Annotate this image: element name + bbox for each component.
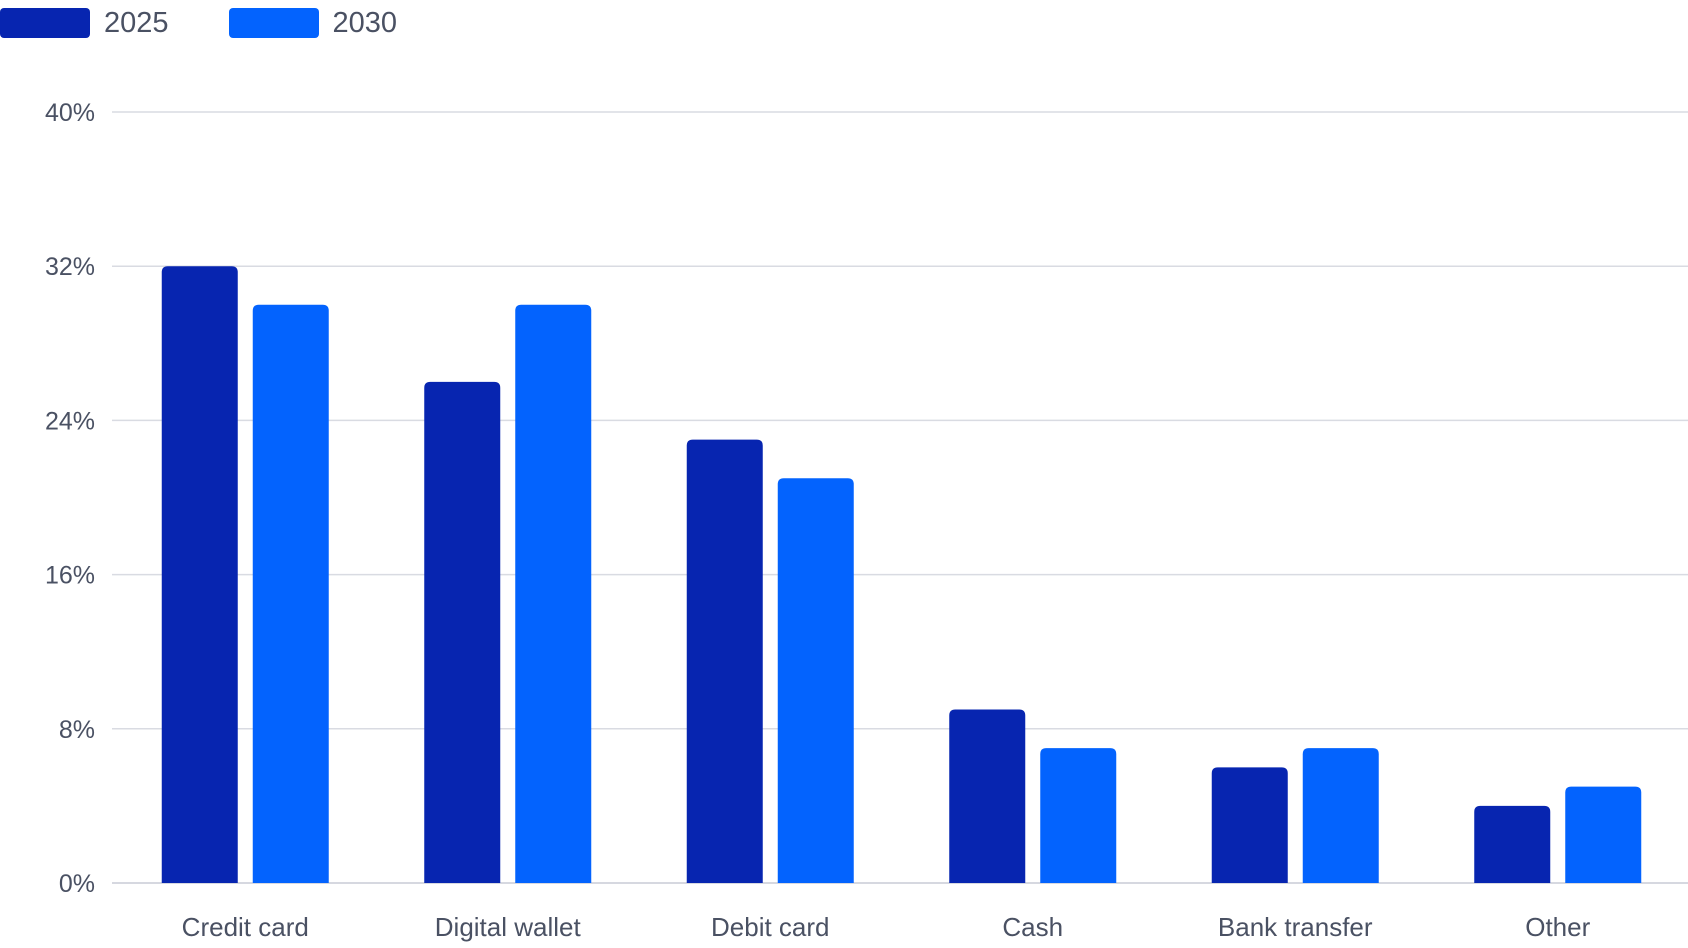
y-tick-label: 32% — [45, 253, 95, 281]
legend-item-2025: 2025 — [0, 7, 169, 40]
x-category-label: Digital wallet — [435, 912, 582, 942]
x-category-label: Other — [1525, 912, 1590, 942]
legend-label-2025: 2025 — [104, 6, 169, 39]
bar-cash-2030 — [1040, 748, 1117, 883]
bar-credit-card-2025 — [161, 266, 238, 883]
bar-bank-transfer-2025 — [1211, 767, 1288, 883]
bars — [161, 266, 1642, 883]
bar-other-2025 — [1474, 805, 1551, 883]
legend-swatch-2030 — [228, 8, 319, 38]
legend-item-2030: 2030 — [228, 6, 398, 40]
x-axis-labels: Credit card Digital wallet Debit card Cash B… — [182, 912, 1591, 942]
legend: 2025 2030 — [0, 7, 457, 39]
y-tick-label: 0% — [59, 870, 95, 898]
bar-debit-card-2030 — [777, 478, 854, 883]
x-category-label: Bank transfer — [1218, 912, 1373, 942]
bar-cash-2025 — [949, 709, 1026, 883]
x-category-label: Cash — [1002, 912, 1063, 942]
y-tick-label: 8% — [59, 716, 95, 744]
x-category-label: Debit card — [711, 912, 830, 942]
bar-other-2030 — [1565, 786, 1642, 883]
y-axis-ticks: 0% 8% 16% 24% 32% 40% — [45, 99, 95, 898]
bar-credit-card-2030 — [252, 304, 329, 883]
gridlines — [112, 111, 1688, 884]
y-tick-label: 24% — [45, 407, 95, 435]
legend-label-2030: 2030 — [332, 6, 398, 39]
bar-debit-card-2025 — [686, 439, 763, 883]
y-tick-label: 40% — [45, 99, 95, 127]
x-category-label: Credit card — [182, 912, 309, 942]
legend-swatch-2025 — [0, 8, 90, 38]
y-tick-label: 16% — [45, 562, 95, 590]
bar-digital-wallet-2025 — [424, 381, 501, 883]
bar-digital-wallet-2030 — [515, 304, 592, 883]
bar-bank-transfer-2030 — [1302, 748, 1379, 883]
